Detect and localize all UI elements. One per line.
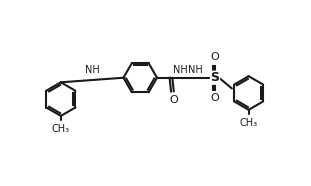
Text: O: O bbox=[169, 94, 178, 105]
Text: O: O bbox=[211, 93, 220, 103]
Text: O: O bbox=[211, 52, 220, 62]
Text: S: S bbox=[211, 71, 220, 84]
Text: CH₃: CH₃ bbox=[52, 124, 70, 134]
Text: NH: NH bbox=[173, 65, 187, 75]
Text: CH₃: CH₃ bbox=[239, 118, 258, 128]
Text: NH: NH bbox=[85, 65, 100, 76]
Text: NH: NH bbox=[188, 65, 202, 75]
